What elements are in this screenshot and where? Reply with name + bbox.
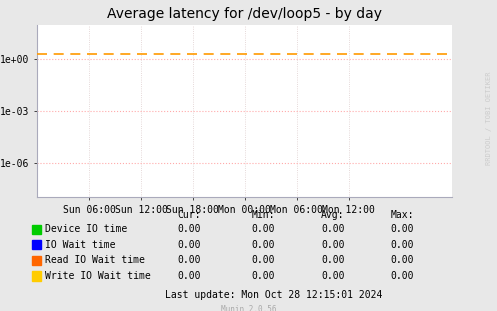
Text: Munin 2.0.56: Munin 2.0.56 xyxy=(221,305,276,311)
Text: RRDTOOL / TOBI OETIKER: RRDTOOL / TOBI OETIKER xyxy=(486,72,492,165)
Text: 0.00: 0.00 xyxy=(177,240,201,250)
Text: 0.00: 0.00 xyxy=(177,224,201,234)
Text: Device IO time: Device IO time xyxy=(45,224,127,234)
Text: 0.00: 0.00 xyxy=(251,224,275,234)
Text: Avg:: Avg: xyxy=(321,210,345,220)
Text: 0.00: 0.00 xyxy=(391,224,414,234)
Text: 0.00: 0.00 xyxy=(251,271,275,281)
Text: IO Wait time: IO Wait time xyxy=(45,240,115,250)
Text: 0.00: 0.00 xyxy=(251,240,275,250)
Text: Max:: Max: xyxy=(391,210,414,220)
Text: Cur:: Cur: xyxy=(177,210,201,220)
Text: 0.00: 0.00 xyxy=(321,224,345,234)
Text: 0.00: 0.00 xyxy=(177,255,201,265)
Text: Read IO Wait time: Read IO Wait time xyxy=(45,255,145,265)
Text: Last update: Mon Oct 28 12:15:01 2024: Last update: Mon Oct 28 12:15:01 2024 xyxy=(165,290,382,300)
Text: Min:: Min: xyxy=(251,210,275,220)
Text: 0.00: 0.00 xyxy=(321,255,345,265)
Title: Average latency for /dev/loop5 - by day: Average latency for /dev/loop5 - by day xyxy=(107,7,382,21)
Text: 0.00: 0.00 xyxy=(391,271,414,281)
Text: 0.00: 0.00 xyxy=(321,240,345,250)
Text: 0.00: 0.00 xyxy=(251,255,275,265)
Text: Write IO Wait time: Write IO Wait time xyxy=(45,271,151,281)
Text: 0.00: 0.00 xyxy=(391,240,414,250)
Text: 0.00: 0.00 xyxy=(177,271,201,281)
Text: 0.00: 0.00 xyxy=(391,255,414,265)
Text: 0.00: 0.00 xyxy=(321,271,345,281)
